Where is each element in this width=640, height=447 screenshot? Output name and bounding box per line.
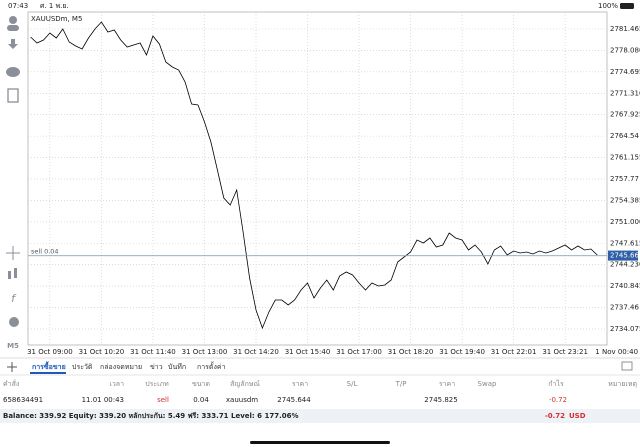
y-tick-label: 2778.080 (610, 46, 640, 54)
y-tick-label: 2757.77 (610, 175, 639, 183)
x-tick-label: 31 Oct 11:40 (130, 348, 176, 356)
column-header: หมายเหตุ (608, 380, 637, 388)
cell-time[interactable]: 11.01 00:43 (82, 396, 124, 404)
indicator-icon-2 (14, 268, 17, 278)
chart-frame (27, 11, 608, 346)
y-tick-label: 2737.46 (610, 304, 639, 312)
x-tick-label: 31 Oct 14:20 (233, 348, 279, 356)
tab[interactable]: ข่าว (150, 363, 163, 371)
timeframe[interactable]: M5 (7, 342, 19, 350)
table: คำสั่ง เวลา ประเภท ขนาด สัญลักษณ์ ราคา S/L T/P ร… (3, 379, 637, 404)
column-header: ประเภท (145, 380, 169, 388)
column-header: T/P (395, 380, 407, 388)
column-header: ราคา (292, 380, 308, 388)
summary-bar (0, 409, 640, 423)
status-battery: 100% (598, 2, 618, 10)
tab[interactable]: การซื้อขาย (32, 360, 66, 371)
column-header: S/L (347, 380, 358, 388)
tab[interactable]: ประวัติ (72, 363, 93, 371)
trade-icon[interactable] (8, 39, 18, 49)
y-tick-label: 2781.465 (610, 25, 640, 33)
column-header: Swap (478, 380, 497, 388)
add-icon[interactable] (7, 362, 17, 372)
cell-current-price[interactable]: 2745.825 (424, 396, 457, 404)
y-tick-label: 2774.695 (610, 68, 640, 76)
left-toolbar: f M5 (6, 16, 20, 350)
cell-symbol[interactable]: xauusdm (226, 396, 258, 404)
function-icon[interactable]: f (11, 292, 17, 305)
y-tick-label: 2744.230 (610, 261, 640, 269)
cell-ticket[interactable]: 658634491 (3, 396, 43, 404)
tabs: การซื้อขาย ประวัติ กล่องจดหมาย ข่าว บันทึก กา… (30, 360, 226, 374)
y-tick-label: 2771.310 (610, 89, 640, 97)
chart-title: XAUUSDm, M5 (31, 15, 82, 23)
y-tick-label: 2764.54 (610, 132, 639, 140)
x-tick-label: 31 Oct 10:20 (79, 348, 125, 356)
cell-profit[interactable]: -0.72 (549, 396, 567, 404)
status-time: 07:43 (8, 2, 28, 10)
x-tick-label: 31 Oct 19:40 (439, 348, 485, 356)
y-tick-label: 2761.155 (610, 154, 640, 162)
layout-icon[interactable] (621, 361, 633, 371)
indicator-icon[interactable] (8, 271, 11, 279)
battery-icon (620, 3, 634, 9)
account-icon-body (7, 25, 19, 31)
column-header: คำสั่ง (3, 379, 19, 388)
tab[interactable]: บันทึก (168, 362, 186, 371)
y-tick-label: 2740.845 (610, 282, 640, 290)
column-header: กำไร (548, 379, 564, 388)
y-tick-label: 2751.000 (610, 218, 640, 226)
chat-icon[interactable] (6, 67, 20, 77)
account-icon[interactable] (9, 16, 17, 24)
new-order-icon[interactable] (7, 88, 19, 103)
x-tick-label: 1 Nov 00:40 (595, 348, 638, 356)
x-tick-label: 31 Oct 13:00 (182, 348, 228, 356)
column-header: ขนาด (192, 380, 210, 388)
tab[interactable]: กล่องจดหมาย (100, 363, 142, 371)
y-tick-label: 2734.075 (610, 325, 640, 333)
cell-type[interactable]: sell (157, 396, 169, 404)
total-profit: -0.72 (545, 412, 565, 420)
objects-icon[interactable] (9, 317, 19, 327)
y-tick-label: 2767.925 (610, 111, 640, 119)
position-label: sell 0.04 (31, 248, 59, 256)
crosshair-icon[interactable] (6, 246, 20, 260)
column-header: ราคา (439, 380, 455, 388)
y-tick-label: 2754.385 (610, 196, 640, 204)
x-tick-label: 31 Oct 23:21 (542, 348, 588, 356)
tab[interactable]: การตั้งค่า (197, 360, 226, 371)
status-date: ศ. 1 พ.ย. (40, 2, 69, 10)
tab-underline (30, 372, 66, 374)
column-header: สัญลักษณ์ (230, 380, 260, 388)
price-line (30, 21, 598, 330)
bid-label: 2745.665 (610, 252, 640, 260)
currency: USD (569, 412, 586, 420)
x-tick-label: 31 Oct 18:20 (388, 348, 434, 356)
x-tick-label: 31 Oct 09:00 (27, 348, 73, 356)
bid-box (608, 250, 638, 261)
cell-open-price[interactable]: 2745.644 (277, 396, 311, 404)
x-tick-label: 31 Oct 17:00 (336, 348, 382, 356)
account-summary: Balance: 339.92 Equity: 339.20 หลักประกั… (3, 412, 298, 420)
x-tick-label: 31 Oct 15:40 (285, 348, 331, 356)
column-header: เวลา (109, 380, 124, 388)
chart: 2781.465 2778.080 2774.695 2771.310 2767.925… (27, 12, 640, 356)
cell-volume[interactable]: 0.04 (193, 396, 209, 404)
home-indicator (250, 441, 390, 444)
x-tick-label: 31 Oct 22:01 (491, 348, 537, 356)
y-tick-label: 2747.615 (610, 239, 640, 247)
